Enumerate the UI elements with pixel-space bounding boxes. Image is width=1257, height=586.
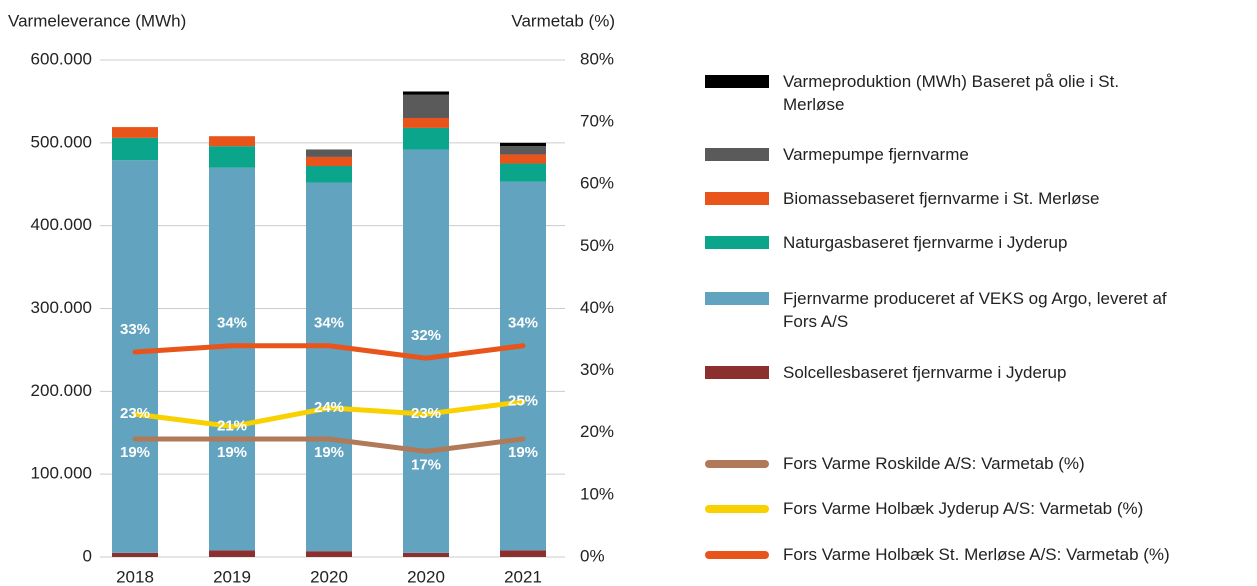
bar-segment <box>500 163 546 182</box>
x-tick-label: 2018 <box>116 567 154 586</box>
legend-swatch <box>705 366 769 379</box>
y-tick-label: 0 <box>83 546 92 565</box>
legend-swatch <box>705 236 769 249</box>
bar-segment <box>500 181 546 551</box>
y2-tick-label: 60% <box>580 174 614 193</box>
bar-segment <box>500 154 546 164</box>
bar-segment <box>403 94 449 118</box>
value-label: 19% <box>120 444 150 461</box>
legend-swatch <box>705 192 769 205</box>
bar-segment <box>500 142 546 147</box>
x-tick-label: 2019 <box>213 567 251 586</box>
legend-item: Varmeproduktion (MWh) Baseret på olie i … <box>705 70 1173 116</box>
value-label: 19% <box>217 444 247 461</box>
y2-tick-label: 40% <box>580 298 614 317</box>
line <box>132 343 526 361</box>
bar-segment <box>306 156 352 167</box>
legend-swatch <box>705 460 769 468</box>
value-label: 25% <box>508 393 538 410</box>
value-label: 32% <box>411 327 441 344</box>
legend-item: Fors Varme Holbæk Jyderup A/S: Varmetab … <box>705 497 1143 520</box>
value-label: 19% <box>508 444 538 461</box>
y-tick-label: 100.000 <box>31 464 92 483</box>
y2-tick-label: 10% <box>580 484 614 503</box>
bar-segment <box>209 550 255 557</box>
value-label: 23% <box>411 405 441 422</box>
value-label: 33% <box>120 321 150 338</box>
y-tick-label: 600.000 <box>31 49 92 68</box>
value-label: 19% <box>314 444 344 461</box>
bar-segment <box>112 552 158 557</box>
value-label: 34% <box>217 315 247 332</box>
legend-swatch <box>705 551 769 559</box>
bar-segment <box>403 127 449 150</box>
legend-item: Fjernvarme produceret af VEKS og Argo, l… <box>705 287 1173 333</box>
bar-segment <box>403 552 449 557</box>
legend-label: Fors Varme Holbæk St. Merløse A/S: Varme… <box>783 545 1170 564</box>
bar-segment <box>306 149 352 157</box>
bar-segment <box>306 551 352 557</box>
legend-label: Varmepumpe fjernvarme <box>783 145 969 164</box>
legend-item: Varmepumpe fjernvarme <box>705 143 969 166</box>
y2-tick-label: 20% <box>580 422 614 441</box>
bar-segment <box>500 146 546 155</box>
bar-segment <box>306 166 352 183</box>
x-tick-label: 2020 <box>407 567 445 586</box>
line <box>132 436 526 454</box>
bar-segment <box>403 117 449 128</box>
value-label: 23% <box>120 405 150 422</box>
bar-segment <box>209 167 255 551</box>
y-tick-label: 400.000 <box>31 215 92 234</box>
x-tick-label: 2020 <box>310 567 348 586</box>
value-label: 34% <box>314 315 344 332</box>
value-label: 34% <box>508 315 538 332</box>
legend-swatch <box>705 292 769 305</box>
legend-item: Fors Varme Roskilde A/S: Varmetab (%) <box>705 452 1085 475</box>
y2-tick-label: 0% <box>580 546 605 565</box>
bar-segment <box>112 127 158 138</box>
line <box>132 399 526 430</box>
y2-tick-label: 80% <box>580 49 614 68</box>
value-label: 21% <box>217 418 247 435</box>
y2-tick-label: 70% <box>580 112 614 131</box>
legend-swatch <box>705 148 769 161</box>
chart: Varmeleverance (MWh) Varmetab (%) 0 100.0… <box>8 11 615 586</box>
bar-segment <box>112 137 158 161</box>
y2-axis-label: Varmetab (%) <box>511 11 615 30</box>
legend-item: Biomassebaseret fjernvarme i St. Merløse <box>705 187 1100 210</box>
y2-tick-label: 30% <box>580 360 614 379</box>
y-tick-label: 300.000 <box>31 298 92 317</box>
bar-segment <box>403 149 449 553</box>
legend-label: Fors Varme Holbæk Jyderup A/S: Varmetab … <box>783 499 1144 518</box>
legend-item: Naturgasbaseret fjernvarme i Jyderup <box>705 231 1067 254</box>
legend-item: Solcellesbaseret fjernvarme i Jyderup <box>705 361 1066 384</box>
bar-segment <box>403 91 449 95</box>
bar-segment <box>500 550 546 557</box>
legend-swatch <box>705 505 769 513</box>
y2-tick-label: 50% <box>580 236 614 255</box>
legend-swatch <box>705 75 769 88</box>
legend-label: Solcellesbaseret fjernvarme i Jyderup <box>783 363 1067 382</box>
x-tick-label: 2021 <box>504 567 542 586</box>
legend-label: Biomassebaseret fjernvarme i St. Merløse <box>783 189 1100 208</box>
legend-label: Fjernvarme produceret af VEKS og Argo, l… <box>783 289 1167 331</box>
legend: Varmeproduktion (MWh) Baseret på olie i … <box>705 0 1257 586</box>
y-axis-label: Varmeleverance (MWh) <box>8 11 186 30</box>
legend-item: Fors Varme Holbæk St. Merløse A/S: Varme… <box>705 543 1170 566</box>
value-label: 17% <box>411 456 441 473</box>
y-tick-label: 500.000 <box>31 132 92 151</box>
y-tick-label: 200.000 <box>31 381 92 400</box>
legend-label: Varmeproduktion (MWh) Baseret på olie i … <box>783 72 1120 114</box>
value-label: 24% <box>314 399 344 416</box>
bar-segment <box>306 182 352 552</box>
bar-segment <box>209 146 255 168</box>
bar-segment <box>209 136 255 147</box>
legend-label: Naturgasbaseret fjernvarme i Jyderup <box>783 233 1068 252</box>
bar-segment <box>112 160 158 553</box>
legend-label: Fors Varme Roskilde A/S: Varmetab (%) <box>783 454 1085 473</box>
